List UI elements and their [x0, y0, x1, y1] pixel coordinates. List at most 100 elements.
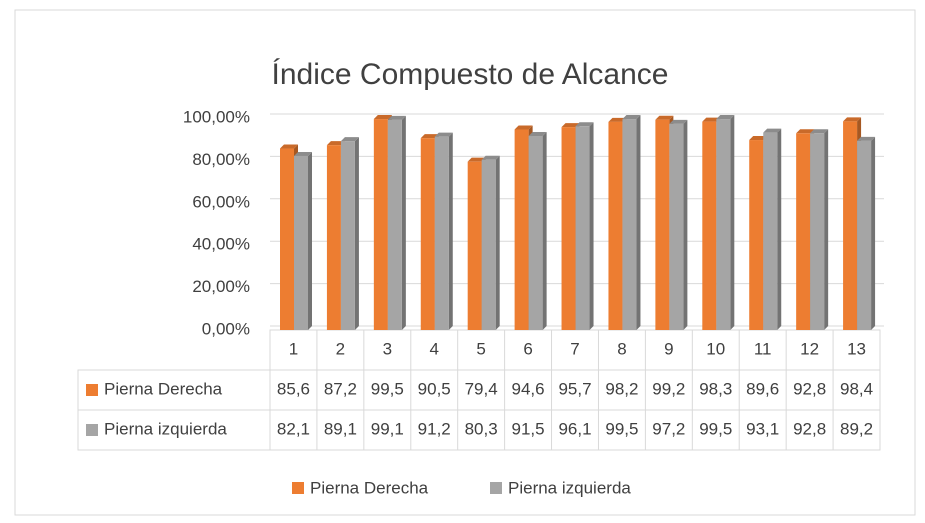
y-tick-label: 20,00% [192, 277, 250, 296]
bar-top [857, 136, 876, 141]
table-value: 96,1 [558, 419, 591, 438]
table-value: 91,2 [418, 419, 451, 438]
table-value: 98,4 [840, 379, 873, 398]
bar-side [495, 155, 500, 330]
x-tick-label: 10 [706, 339, 725, 358]
bar [467, 161, 482, 330]
table-value: 80,3 [465, 419, 498, 438]
table-value: 89,1 [324, 419, 357, 438]
bar-top [467, 157, 486, 162]
bar [796, 133, 811, 330]
x-tick-label: 13 [847, 339, 866, 358]
table-value: 93,1 [746, 419, 779, 438]
bar-top [622, 115, 641, 120]
y-tick-label: 0,00% [202, 319, 250, 338]
bar [622, 119, 637, 330]
bar-top [655, 115, 674, 120]
bar-side [542, 132, 547, 330]
table-value: 99,5 [699, 419, 732, 438]
x-tick-label: 9 [664, 339, 673, 358]
x-tick-label: 2 [336, 339, 345, 358]
bar-top [528, 132, 547, 137]
table-value: 92,8 [793, 419, 826, 438]
table-value: 99,5 [605, 419, 638, 438]
table-value: 98,3 [699, 379, 732, 398]
legend-label: Pierna Derecha [310, 478, 429, 497]
bar [575, 126, 590, 330]
table-value: 99,2 [652, 379, 685, 398]
table-value: 79,4 [465, 379, 498, 398]
bar-side [730, 115, 735, 330]
bar [810, 133, 825, 330]
bar [514, 129, 529, 330]
table-series-name: Pierna Derecha [104, 379, 223, 398]
x-tick-label: 5 [476, 339, 485, 358]
bar [749, 140, 764, 330]
bar-top [387, 115, 406, 120]
bar-top [608, 117, 627, 122]
bar [326, 145, 341, 330]
y-tick-label: 60,00% [192, 192, 250, 211]
table-value: 82,1 [277, 419, 310, 438]
bar-side [871, 136, 876, 330]
table-value: 92,8 [793, 379, 826, 398]
table-value: 99,1 [371, 419, 404, 438]
x-tick-label: 4 [429, 339, 438, 358]
x-tick-label: 6 [523, 339, 532, 358]
y-tick-label: 100,00% [183, 107, 250, 126]
bar-top [481, 155, 500, 160]
legend-key [490, 482, 502, 494]
bar [420, 138, 435, 330]
bar-side [636, 115, 641, 330]
table-value: 97,2 [652, 419, 685, 438]
bar-top [561, 123, 580, 128]
x-tick-label: 7 [570, 339, 579, 358]
chart-title: Índice Compuesto de Alcance [272, 58, 669, 91]
bar-top [575, 122, 594, 127]
bar-side [448, 132, 453, 330]
bar-side [308, 151, 312, 330]
bar [669, 123, 684, 330]
table-value: 89,6 [746, 379, 779, 398]
x-tick-label: 3 [383, 339, 392, 358]
bar-top [294, 151, 312, 156]
bar-side [777, 128, 782, 330]
bar [481, 159, 496, 330]
bar [655, 119, 670, 330]
bar [608, 121, 623, 330]
bar-side [824, 129, 829, 330]
table-series-name: Pierna izquierda [104, 419, 227, 438]
bar-top [326, 141, 345, 146]
legend-key [292, 482, 304, 494]
table-value: 89,2 [840, 419, 873, 438]
bar-top [373, 115, 392, 120]
bar-side [354, 137, 359, 330]
x-tick-label: 8 [617, 339, 626, 358]
table-value: 99,5 [371, 379, 404, 398]
bar [843, 121, 858, 330]
bar-top [434, 132, 453, 137]
x-tick-label: 1 [289, 339, 298, 358]
table-value: 95,7 [558, 379, 591, 398]
bar [387, 119, 402, 331]
bar [857, 140, 872, 330]
bar-side [589, 122, 594, 330]
table-value: 91,5 [512, 419, 545, 438]
bar [434, 136, 449, 330]
table-value: 85,6 [277, 379, 310, 398]
bar [528, 136, 543, 330]
bar-top [796, 129, 815, 134]
bar [702, 121, 717, 330]
bar-top [514, 125, 533, 130]
bar-top [716, 115, 735, 120]
y-tick-label: 40,00% [192, 235, 250, 254]
bar-top [340, 137, 359, 142]
bar-top [843, 117, 862, 122]
bar-top [810, 129, 829, 134]
y-tick-label: 80,00% [192, 150, 250, 169]
table-value: 87,2 [324, 379, 357, 398]
bar [561, 127, 576, 330]
x-tick-label: 12 [800, 339, 819, 358]
legend-label: Pierna izquierda [508, 478, 631, 497]
